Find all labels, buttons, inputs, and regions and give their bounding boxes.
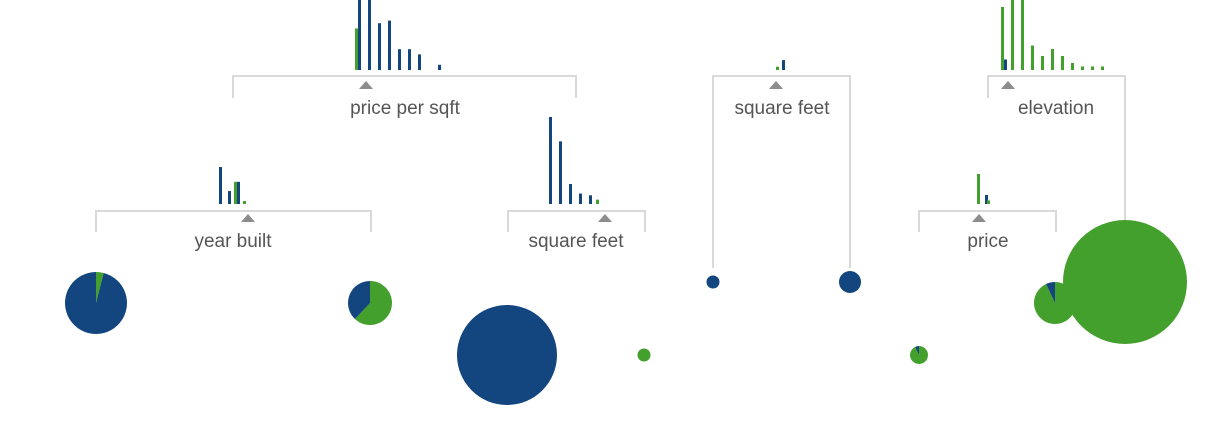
split-label-n5[interactable]: price: [967, 231, 1008, 252]
histogram-n1: [219, 167, 246, 204]
split-label-n1[interactable]: year built: [194, 231, 272, 252]
histogram-bar-n0-0-blue: [358, 0, 361, 70]
split-marker-n1: [241, 214, 255, 222]
histogram-n2: [549, 117, 599, 204]
histogram-bar-n2-0-blue: [549, 117, 552, 204]
histogram-bar-n1-2-green: [234, 182, 237, 204]
leaf-node-l1[interactable]: [348, 281, 392, 325]
split-label-n0[interactable]: price per sqft: [350, 98, 461, 119]
histogram-bar-n2-5-green: [596, 200, 599, 204]
histogram-bar-n0-6-blue: [418, 54, 421, 70]
histogram-bar-n5-0-green: [977, 174, 980, 204]
histogram-bar-n0-0-green: [355, 28, 358, 70]
histogram-n0: [355, 0, 441, 70]
histogram-bar-n0-1-blue: [368, 0, 371, 70]
leaf-node-l0[interactable]: [65, 272, 127, 334]
histogram-bar-n1-0-blue: [219, 167, 222, 204]
histogram-bar-n5-2-green: [987, 200, 990, 204]
leaf-slice-l0-blue: [65, 272, 127, 334]
leaf-node-l2[interactable]: [457, 305, 557, 405]
histogram-bar-n2-2-blue: [569, 184, 572, 204]
split-marker-n5: [972, 214, 986, 222]
histogram-bar-n2-3-blue: [579, 194, 582, 204]
histogram-bar-n4-1-green: [1011, 0, 1014, 70]
leaf-slice-l5-blue: [839, 271, 861, 293]
split-marker-n2: [598, 214, 612, 222]
leaf-node-l7[interactable]: [1063, 220, 1187, 344]
split-label-n4[interactable]: elevation: [1018, 98, 1094, 119]
split-marker-n3: [769, 81, 783, 89]
split-marker-n0: [359, 81, 373, 89]
histogram-bar-n4-9-green: [1091, 67, 1094, 71]
leaf-node-l4[interactable]: [707, 276, 720, 289]
histogram-bar-n0-8-blue: [438, 65, 441, 70]
histogram-bar-n0-2-blue: [378, 23, 381, 70]
histogram-n3: [776, 60, 785, 70]
histogram-bar-n0-5-blue: [408, 49, 411, 70]
leaf-slice-l7-green: [1063, 220, 1187, 344]
histogram-bar-n4-10-green: [1101, 67, 1104, 71]
histogram-bar-n1-2-blue: [237, 182, 240, 204]
histogram-bar-n4-7-green: [1071, 63, 1074, 70]
histogram-bar-n2-1-blue: [559, 141, 562, 204]
connector-n5: [919, 211, 1056, 232]
histogram-bar-n4-8-green: [1081, 67, 1084, 71]
histogram-bar-n1-1-blue: [228, 191, 231, 204]
histogram-bar-n0-3-blue: [388, 21, 391, 70]
histogram-bar-n4-4-green: [1041, 56, 1044, 70]
split-marker-n4: [1001, 81, 1015, 89]
connector-n0: [233, 76, 576, 98]
connector-n1: [96, 211, 371, 232]
histogram-n4: [1001, 0, 1104, 70]
histogram-bar-n4-0-green: [1001, 7, 1004, 70]
histogram-bar-n4-6-green: [1061, 56, 1064, 70]
histogram-bar-n3-1-blue: [782, 60, 785, 70]
histogram-n5: [977, 174, 990, 204]
leaf-node-l3[interactable]: [638, 349, 651, 362]
histogram-bar-n1-3-green: [243, 201, 246, 204]
histogram-bar-n4-3-green: [1031, 46, 1034, 71]
histogram-bar-n4-2-green: [1021, 0, 1024, 70]
histogram-bar-n4-5-green: [1051, 49, 1054, 70]
leaf-node-l5[interactable]: [839, 271, 861, 293]
leaf-slice-l6-green: [910, 346, 928, 364]
split-label-n2[interactable]: square feet: [528, 231, 624, 252]
histogram-bar-n2-4-blue: [589, 195, 592, 204]
histogram-bar-n4-0-blue: [1004, 60, 1007, 71]
leaf-slice-l4-blue: [707, 276, 720, 289]
histogram-bar-n3-0-green: [776, 67, 779, 70]
leaf-node-l6[interactable]: [910, 346, 928, 364]
leaf-slice-l2-blue: [457, 305, 557, 405]
split-label-n3[interactable]: square feet: [734, 98, 830, 119]
histogram-bar-n0-4-blue: [398, 49, 401, 70]
connector-n2: [508, 211, 645, 232]
leaf-slice-l3-green: [638, 349, 651, 362]
